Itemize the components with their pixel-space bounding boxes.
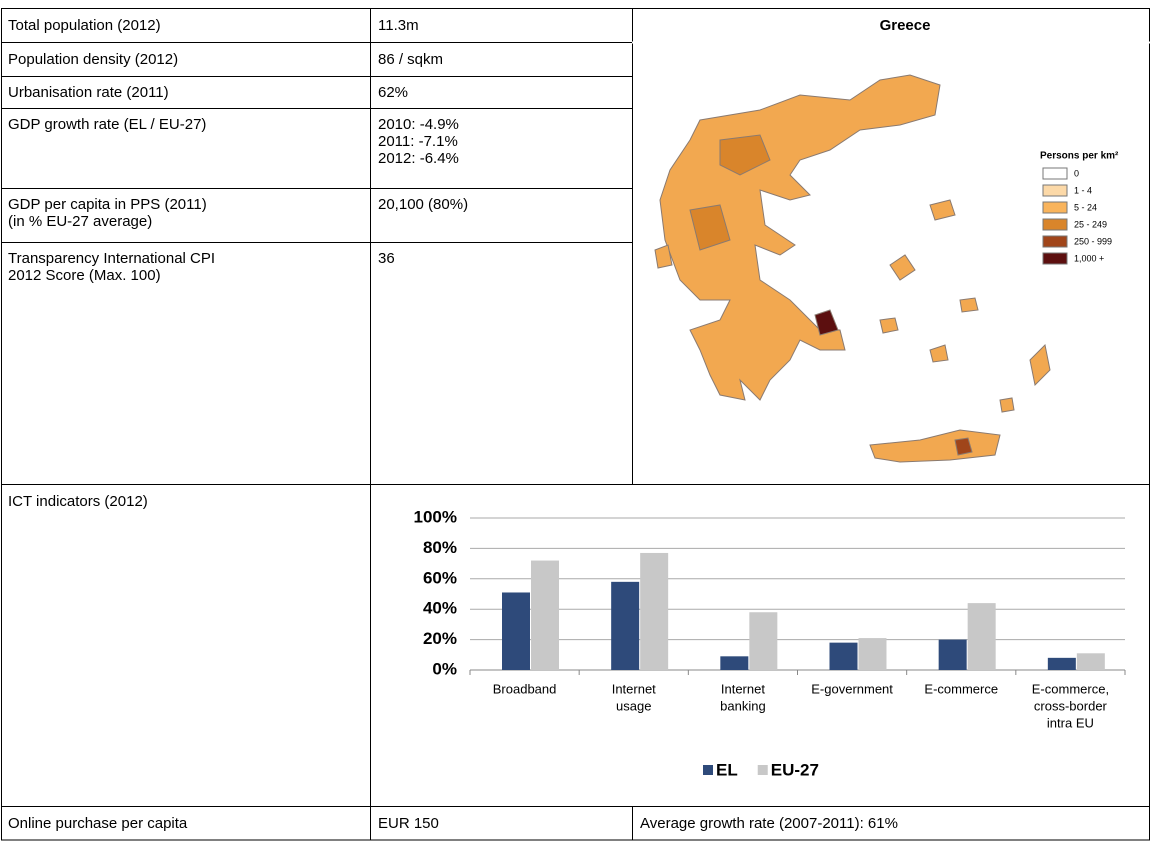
legend-swatch — [703, 765, 713, 775]
cell: 36 — [378, 250, 395, 267]
y-tick-label: 40% — [423, 599, 457, 618]
x-tick-label: Internet — [721, 681, 765, 696]
legend-label: 0 — [1074, 168, 1079, 178]
y-tick-label: 100% — [414, 507, 457, 526]
legend-swatch — [757, 765, 768, 775]
row-label: GDP per capita in PPS (2011) (in % EU-27… — [8, 196, 207, 230]
map-shape — [654, 74, 1051, 463]
y-tick-label: 0% — [432, 659, 457, 678]
legend-label: 250 - 999 — [1074, 236, 1112, 246]
cell: EUR 150 — [378, 815, 439, 832]
bar — [531, 560, 559, 670]
row-label: Urbanisation rate (2011) — [8, 84, 169, 101]
row-label: Transparency International CPI 2012 Scor… — [8, 250, 216, 284]
x-tick-label: Broadband — [493, 681, 557, 696]
cell: 20,100 (80%) — [378, 196, 469, 213]
cell: 11.3m — [378, 17, 419, 34]
bar — [938, 639, 967, 670]
cell: 2011: -7.1% — [378, 133, 458, 150]
x-tick-label: usage — [616, 698, 651, 713]
y-tick-label: 80% — [423, 538, 457, 557]
row-label: Total population (2012) — [8, 17, 161, 34]
row-label: Online purchase per capita — [8, 815, 188, 832]
bar — [720, 656, 749, 670]
x-tick-label: E-government — [811, 681, 893, 696]
legend-swatch — [1042, 252, 1068, 265]
legend-swatch — [1042, 167, 1068, 180]
legend-swatch — [1042, 218, 1068, 231]
cell: 2010: -4.9% — [378, 116, 459, 133]
row-label: ICT indicators (2012) — [8, 493, 148, 510]
x-tick-label: E-commerce, — [1032, 681, 1109, 696]
legend-label: 25 - 249 — [1074, 219, 1107, 229]
cell: 2012: -6.4% — [378, 150, 459, 167]
legend-swatch — [1042, 235, 1068, 248]
bar — [1047, 657, 1076, 670]
cell: Average growth rate (2007-2011): 61% — [640, 815, 898, 832]
bar — [967, 603, 996, 670]
x-tick-label: intra EU — [1047, 715, 1094, 730]
map-legend-title: Persons per km² — [1040, 151, 1119, 162]
map-title: Greece — [880, 17, 931, 34]
row-label: Population density (2012) — [8, 51, 179, 68]
bar — [858, 638, 887, 670]
y-tick-label: 20% — [423, 629, 457, 648]
legend-swatch — [1042, 201, 1068, 214]
legend-label: 5 - 24 — [1074, 202, 1097, 212]
legend-label: 1,000 + — [1074, 253, 1104, 263]
cell: 62% — [378, 84, 409, 101]
row-label: GDP growth rate (EL / EU-27) — [8, 116, 207, 133]
bar — [640, 552, 669, 670]
x-tick-label: Internet — [612, 681, 656, 696]
y-tick-label: 60% — [423, 568, 457, 587]
bar — [1076, 653, 1105, 670]
bar — [829, 642, 858, 670]
legend-label: EU-27 — [771, 760, 819, 779]
bar — [749, 612, 778, 670]
x-tick-label: E-commerce — [924, 681, 998, 696]
cell: 86 / sqkm — [378, 51, 444, 68]
bar — [611, 581, 640, 670]
x-tick-label: cross-border — [1034, 698, 1108, 713]
bar — [502, 592, 530, 670]
legend-label: 1 - 4 — [1074, 185, 1092, 195]
legend-label: EL — [716, 760, 738, 779]
x-tick-label: banking — [720, 698, 766, 713]
legend-swatch — [1042, 184, 1068, 197]
